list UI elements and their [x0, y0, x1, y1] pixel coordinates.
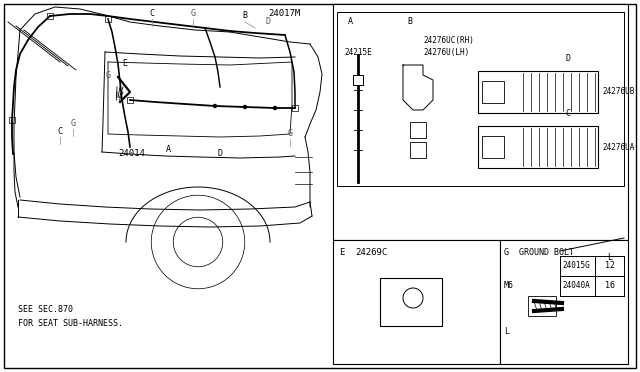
Bar [353, 75, 363, 85]
Text: 24040A: 24040A [562, 282, 589, 291]
Text: R24000WV: R24000WV [578, 350, 618, 359]
Text: 24276UA: 24276UA [602, 142, 634, 151]
Bar [500, 240, 628, 364]
Text: G: G [191, 10, 195, 19]
Circle shape [214, 105, 216, 108]
Text: B: B [408, 17, 413, 26]
Text: 12: 12 [605, 262, 614, 270]
Text: 24276U(LH): 24276U(LH) [423, 48, 469, 57]
Text: 24276UB: 24276UB [602, 87, 634, 96]
Text: 24215E: 24215E [344, 48, 372, 57]
Text: A: A [166, 145, 170, 154]
Text: 24017M: 24017M [268, 10, 300, 19]
Bar [528, 296, 556, 316]
Text: G: G [106, 71, 111, 80]
Bar [380, 278, 442, 326]
Bar [478, 71, 598, 113]
Circle shape [243, 106, 246, 109]
Text: B: B [243, 12, 248, 20]
Text: L: L [607, 253, 612, 262]
Bar [333, 240, 500, 364]
Bar [105, 16, 111, 22]
Bar [410, 122, 426, 138]
Text: C: C [566, 109, 570, 118]
Bar [410, 142, 426, 158]
Text: E: E [339, 248, 344, 257]
Text: E: E [122, 60, 127, 68]
Text: G  GROUND BOLT: G GROUND BOLT [504, 248, 574, 257]
Bar [9, 117, 15, 123]
Text: M6: M6 [504, 282, 514, 291]
Text: A: A [348, 17, 353, 26]
Bar [127, 97, 133, 103]
Text: D: D [566, 54, 570, 63]
Text: C: C [150, 10, 154, 19]
Bar [337, 12, 624, 186]
Text: G: G [70, 119, 76, 128]
Bar [482, 81, 504, 103]
Text: 16: 16 [605, 282, 614, 291]
Text: 24269C: 24269C [355, 248, 387, 257]
Bar [47, 13, 53, 19]
Text: 24014: 24014 [118, 150, 145, 158]
Text: SEE SEC.870: SEE SEC.870 [18, 305, 73, 314]
Text: D: D [218, 150, 223, 158]
Text: FOR SEAT SUB-HARNESS.: FOR SEAT SUB-HARNESS. [18, 320, 123, 328]
Text: C: C [58, 128, 63, 137]
Bar [292, 105, 298, 111]
Text: G: G [287, 129, 292, 138]
Circle shape [273, 106, 276, 109]
Text: D: D [266, 17, 271, 26]
Bar [482, 136, 504, 158]
Bar [333, 4, 628, 240]
Bar [478, 126, 598, 168]
Text: L: L [504, 327, 509, 337]
Text: 24015G: 24015G [562, 262, 589, 270]
Text: 24276UC(RH): 24276UC(RH) [423, 36, 474, 45]
